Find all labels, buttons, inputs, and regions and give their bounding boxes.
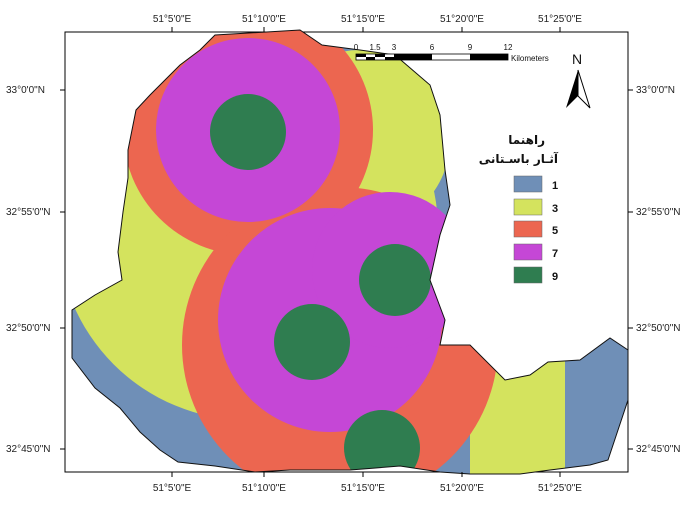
scale-tick-3: 6: [430, 43, 435, 52]
legend-title-line2: آثـار باسـتانی: [479, 151, 559, 166]
top-label-4: 51°20'0"E: [440, 14, 484, 25]
right-axis: 33°0'0"N 32°55'0"N 32°50'0"N 32°45'0"N: [628, 85, 681, 455]
scale-bar: 0 1.5 3 6 9 12 Kilometers: [354, 43, 549, 63]
top-label-5: 51°25'0"E: [538, 14, 582, 25]
top-ticks: [171, 27, 561, 32]
zone-9-north: [210, 94, 286, 170]
bottom-axis: 51°5'0"E 51°10'0"E 51°15'0"E 51°20'0"E 5…: [153, 472, 582, 494]
scale-unit: Kilometers: [511, 54, 549, 63]
bottom-label-1: 51°5'0"E: [153, 483, 192, 494]
bottom-label-5: 51°25'0"E: [538, 483, 582, 494]
right-label-3: 32°50'0"N: [636, 323, 681, 334]
bottom-label-2: 51°10'0"E: [242, 483, 286, 494]
zone-9-south: [344, 410, 420, 474]
legend-label-9: 9: [552, 271, 558, 283]
right-label-4: 32°45'0"N: [636, 444, 681, 455]
left-label-4: 32°45'0"N: [6, 444, 51, 455]
right-ticks: [628, 89, 633, 450]
top-label-3: 51°15'0"E: [341, 14, 385, 25]
top-label-2: 51°10'0"E: [242, 14, 286, 25]
legend-label-5: 5: [552, 225, 558, 237]
zone-9-center: [274, 304, 350, 380]
legend-label-3: 3: [552, 203, 558, 215]
bottom-label-4: 51°20'0"E: [440, 483, 484, 494]
left-label-1: 33°0'0"N: [6, 85, 45, 96]
left-label-3: 32°50'0"N: [6, 323, 51, 334]
north-letter: N: [572, 51, 582, 67]
legend-swatch-3: [513, 198, 543, 216]
scale-tick-0: 0: [354, 43, 359, 52]
legend-swatch-1: [513, 175, 543, 193]
scale-tick-1: 1.5: [369, 43, 381, 52]
top-axis: 51°5'0"E 51°10'0"E 51°15'0"E 51°20'0"E 5…: [153, 14, 582, 32]
scale-tick-4: 9: [468, 43, 473, 52]
left-ticks: [60, 89, 65, 450]
zone-9-east: [359, 244, 431, 316]
bottom-label-3: 51°15'0"E: [341, 483, 385, 494]
scale-tick-5: 12: [504, 43, 513, 52]
north-arrow-icon: N: [566, 51, 591, 109]
right-label-1: 33°0'0"N: [636, 85, 675, 96]
legend-label-1: 1: [552, 180, 558, 192]
top-label-1: 51°5'0"E: [153, 14, 192, 25]
bottom-ticks: [171, 472, 561, 477]
legend: راهنما آثـار باسـتانی 1 3 5 7 9: [479, 133, 559, 284]
study-area-outline: [71, 29, 629, 475]
legend-label-7: 7: [552, 248, 558, 260]
right-label-2: 32°55'0"N: [636, 207, 681, 218]
left-label-2: 32°55'0"N: [6, 207, 51, 218]
scale-tick-2: 3: [392, 43, 397, 52]
legend-swatch-9: [513, 266, 543, 284]
zone-layer: [72, 30, 628, 474]
legend-title-line1: راهنما: [508, 133, 545, 147]
legend-swatch-7: [513, 243, 543, 261]
legend-swatch-5: [513, 220, 543, 238]
left-axis: 33°0'0"N 32°55'0"N 32°50'0"N 32°45'0"N: [6, 85, 65, 455]
